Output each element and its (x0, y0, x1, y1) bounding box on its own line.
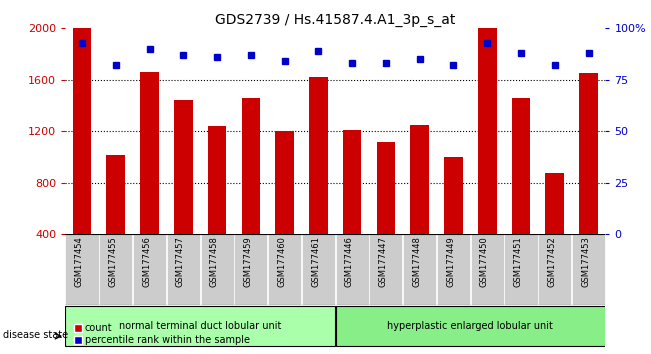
Bar (208, 126, 227, 234)
Bar (174, 101, 193, 234)
Text: GSM177457: GSM177457 (176, 236, 185, 287)
Bar (546, 173, 564, 234)
Title: GDS2739 / Hs.41587.4.A1_3p_s_at: GDS2739 / Hs.41587.4.A1_3p_s_at (215, 13, 456, 27)
Text: disease state: disease state (3, 330, 68, 339)
Bar (343, 130, 361, 234)
Bar (579, 73, 598, 234)
Text: GSM177456: GSM177456 (142, 236, 151, 287)
Bar (133, 234, 166, 306)
Text: GSM177449: GSM177449 (446, 236, 455, 287)
Bar (66, 306, 335, 346)
Bar (512, 98, 531, 234)
Legend: count, percentile rank within the sample: count, percentile rank within the sample (70, 319, 253, 349)
Bar (167, 234, 200, 306)
Bar (403, 234, 436, 306)
Text: GSM177461: GSM177461 (311, 236, 320, 287)
Bar (309, 77, 327, 234)
Bar (275, 131, 294, 234)
Text: GSM177451: GSM177451 (514, 236, 523, 287)
Bar (234, 234, 268, 306)
Bar (337, 306, 606, 346)
Bar (437, 234, 470, 306)
Bar (99, 234, 132, 306)
Bar (268, 234, 301, 306)
Bar (242, 98, 260, 234)
Bar (377, 142, 395, 234)
Text: GSM177458: GSM177458 (210, 236, 219, 287)
Bar (302, 234, 335, 306)
Text: GSM177448: GSM177448 (412, 236, 421, 287)
Bar (444, 157, 463, 234)
Bar (572, 234, 605, 306)
Text: hyperplastic enlarged lobular unit: hyperplastic enlarged lobular unit (387, 321, 553, 331)
Text: GSM177450: GSM177450 (480, 236, 489, 287)
Bar (201, 234, 234, 306)
Bar (471, 234, 504, 306)
Text: normal terminal duct lobular unit: normal terminal duct lobular unit (119, 321, 281, 331)
Text: GSM177452: GSM177452 (547, 236, 557, 287)
Bar (478, 21, 497, 234)
Bar (73, 23, 91, 234)
Bar (410, 125, 429, 234)
Bar (505, 234, 538, 306)
Bar (107, 155, 125, 234)
Text: GSM177455: GSM177455 (109, 236, 117, 287)
Bar (369, 234, 402, 306)
Bar (538, 234, 572, 306)
Bar (140, 72, 159, 234)
Text: GSM177454: GSM177454 (75, 236, 84, 287)
Bar (66, 234, 98, 306)
Text: GSM177446: GSM177446 (345, 236, 354, 287)
Text: GSM177460: GSM177460 (277, 236, 286, 287)
Text: GSM177459: GSM177459 (243, 236, 253, 287)
Text: GSM177447: GSM177447 (379, 236, 387, 287)
Text: GSM177453: GSM177453 (581, 236, 590, 287)
Bar (336, 234, 368, 306)
